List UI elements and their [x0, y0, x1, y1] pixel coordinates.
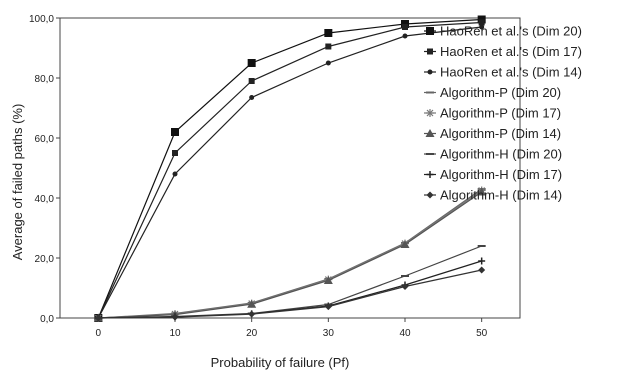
legend-entry: Algorithm-P (Dim 17)	[424, 106, 561, 121]
series-line	[98, 191, 483, 319]
data-point	[426, 27, 434, 35]
series-2	[95, 19, 485, 321]
legend-label: Algorithm-P (Dim 20)	[440, 85, 561, 100]
tick-labels: 0 10 20 30 40 50 0,0 20,0 40,0 60,0 80,0 100,0	[29, 14, 488, 339]
data-point	[324, 303, 332, 311]
y-tick-label: 80,0	[35, 74, 55, 85]
legend-entry: Algorithm-H (Dim 20)	[424, 147, 562, 162]
data-point	[248, 310, 256, 318]
data-point	[478, 257, 486, 265]
series-line	[97, 26, 482, 319]
data-point	[325, 43, 332, 50]
series-lines	[93, 15, 487, 322]
x-axis-label: Probability of failure (Pf)	[211, 355, 350, 370]
series-1	[94, 15, 486, 322]
data-point	[478, 19, 485, 26]
x-tick-label: 0	[96, 328, 102, 339]
axes	[56, 17, 521, 322]
data-point	[426, 109, 434, 117]
data-point	[249, 95, 255, 100]
series-line	[97, 21, 482, 319]
data-point	[324, 29, 333, 37]
legend-entry: HaoRen et al.'s (Dim 14)	[424, 65, 582, 80]
data-point	[401, 283, 409, 290]
data-point	[248, 78, 255, 84]
legend-label: Algorithm-P (Dim 14)	[440, 126, 561, 141]
legend-label: Algorithm-H (Dim 20)	[440, 147, 562, 162]
series-6	[93, 187, 487, 322]
legend-entry: HaoRen et al.'s (Dim 17)	[424, 44, 582, 59]
data-point	[402, 24, 408, 30]
data-point	[323, 276, 333, 284]
plot-frame	[59, 17, 521, 319]
data-point	[400, 240, 410, 248]
legend-label: HaoRen et al.'s (Dim 14)	[440, 65, 582, 80]
series-line	[98, 260, 482, 319]
data-point	[478, 266, 486, 274]
x-tick-label: 20	[246, 328, 258, 339]
legend-label: Algorithm-H (Dim 14)	[440, 188, 562, 203]
series-4	[94, 188, 486, 319]
data-point	[426, 191, 434, 199]
data-point	[247, 59, 256, 67]
legend: HaoRen et al.'s (Dim 20) HaoRen et al.'s …	[424, 24, 582, 203]
y-tick-label: 60,0	[35, 134, 55, 145]
legend-entry: Algorithm-P (Dim 14)	[424, 126, 561, 141]
x-tick-label: 10	[169, 328, 181, 339]
legend-entry: HaoRen et al.'s (Dim 20)	[424, 24, 582, 39]
data-point	[172, 171, 178, 177]
data-point	[402, 33, 408, 39]
series-line	[98, 188, 483, 319]
data-point	[427, 48, 433, 55]
data-point	[94, 314, 102, 322]
data-point	[479, 24, 485, 30]
data-point	[425, 129, 435, 137]
y-tick-label: 20,0	[35, 254, 55, 265]
data-point	[171, 313, 179, 321]
data-point	[477, 187, 487, 196]
legend-label: HaoRen et al.'s (Dim 20)	[440, 24, 582, 39]
legend-entry: Algorithm-H (Dim 14)	[424, 188, 562, 203]
data-point	[427, 69, 433, 75]
legend-entry: Algorithm-H (Dim 17)	[424, 167, 562, 182]
legend-label: Algorithm-H (Dim 17)	[440, 167, 562, 182]
series-5	[94, 186, 486, 322]
series-line	[98, 269, 482, 319]
series-9	[94, 266, 486, 322]
y-tick-label: 100,0	[29, 14, 54, 25]
legend-entry: Algorithm-P (Dim 20)	[424, 85, 561, 100]
y-tick-label: 40,0	[35, 194, 55, 205]
star-stroke	[426, 109, 434, 117]
legend-label: HaoRen et al.'s (Dim 17)	[440, 44, 582, 59]
x-tick-label: 50	[476, 328, 488, 339]
y-axis-label: Average of failed paths (%)	[10, 104, 25, 261]
x-tick-label: 30	[323, 328, 335, 339]
legend-label: Algorithm-P (Dim 17)	[440, 106, 561, 121]
data-point	[171, 128, 179, 136]
data-point	[247, 299, 257, 308]
x-tick-label: 40	[399, 328, 411, 339]
y-tick-label: 0,0	[40, 314, 54, 325]
data-point	[172, 150, 178, 156]
series-3	[95, 24, 485, 321]
data-point	[426, 171, 434, 178]
data-point	[325, 60, 331, 66]
series-line	[97, 18, 482, 319]
